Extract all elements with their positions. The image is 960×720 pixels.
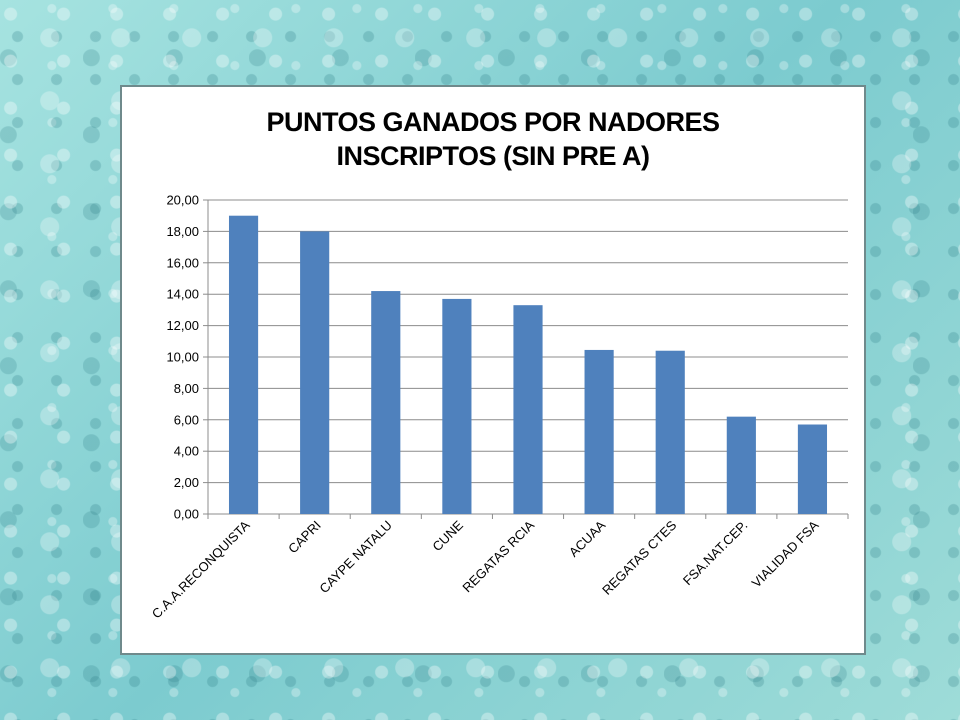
bar bbox=[228, 215, 259, 514]
x-tick-label: CAYPE NATALU bbox=[316, 518, 395, 597]
x-tick-label: CAPRI bbox=[285, 518, 324, 557]
bar bbox=[584, 349, 614, 514]
y-tick-label: 12,00 bbox=[166, 318, 199, 333]
bar bbox=[513, 305, 543, 514]
y-tick-label: 2,00 bbox=[174, 475, 199, 490]
bar-chart: 0,00 2,00 4,00 6,00 8,00 10,00 12,00 14,00 16,00… bbox=[149, 193, 849, 621]
bar bbox=[797, 424, 828, 514]
y-tick-label: 18,00 bbox=[166, 224, 199, 239]
bar bbox=[726, 416, 756, 514]
chart-title-line-2: INSCRIPTOS (SIN PRE A) bbox=[336, 141, 650, 171]
y-tick-label: 8,00 bbox=[174, 381, 199, 396]
x-tick-label: CUNE bbox=[429, 517, 466, 554]
x-tick-label: REGATAS CTES bbox=[599, 517, 679, 597]
x-tick-label: FSA.NAT.CEP. bbox=[680, 518, 751, 589]
y-tick-label: 0,00 bbox=[174, 507, 199, 522]
y-tick-label: 14,00 bbox=[166, 287, 199, 302]
x-tick-label: REGATAS RCIA bbox=[459, 517, 537, 595]
x-tick-label: C.A.A.RECONQUISTA bbox=[149, 517, 253, 621]
chart-frame: PUNTOS GANADOS POR NADORES INSCRIPTOS (S… bbox=[120, 85, 866, 655]
chart-title-line-1: PUNTOS GANADOS POR NADORES bbox=[266, 107, 720, 137]
y-tick-label: 6,00 bbox=[174, 412, 199, 427]
y-tick-label: 16,00 bbox=[166, 255, 199, 270]
chart-title: PUNTOS GANADOS POR NADORES INSCRIPTOS (S… bbox=[122, 105, 864, 173]
bar bbox=[371, 291, 401, 514]
y-tick-label: 10,00 bbox=[166, 350, 199, 365]
bar bbox=[442, 298, 472, 514]
y-tick-label: 20,00 bbox=[166, 193, 199, 208]
y-tick-label: 4,00 bbox=[174, 444, 199, 459]
x-tick-label: VIALIDAD FSA bbox=[749, 517, 822, 590]
bar bbox=[300, 231, 330, 514]
bar bbox=[655, 350, 685, 514]
x-tick-label: ACUAA bbox=[566, 517, 609, 560]
